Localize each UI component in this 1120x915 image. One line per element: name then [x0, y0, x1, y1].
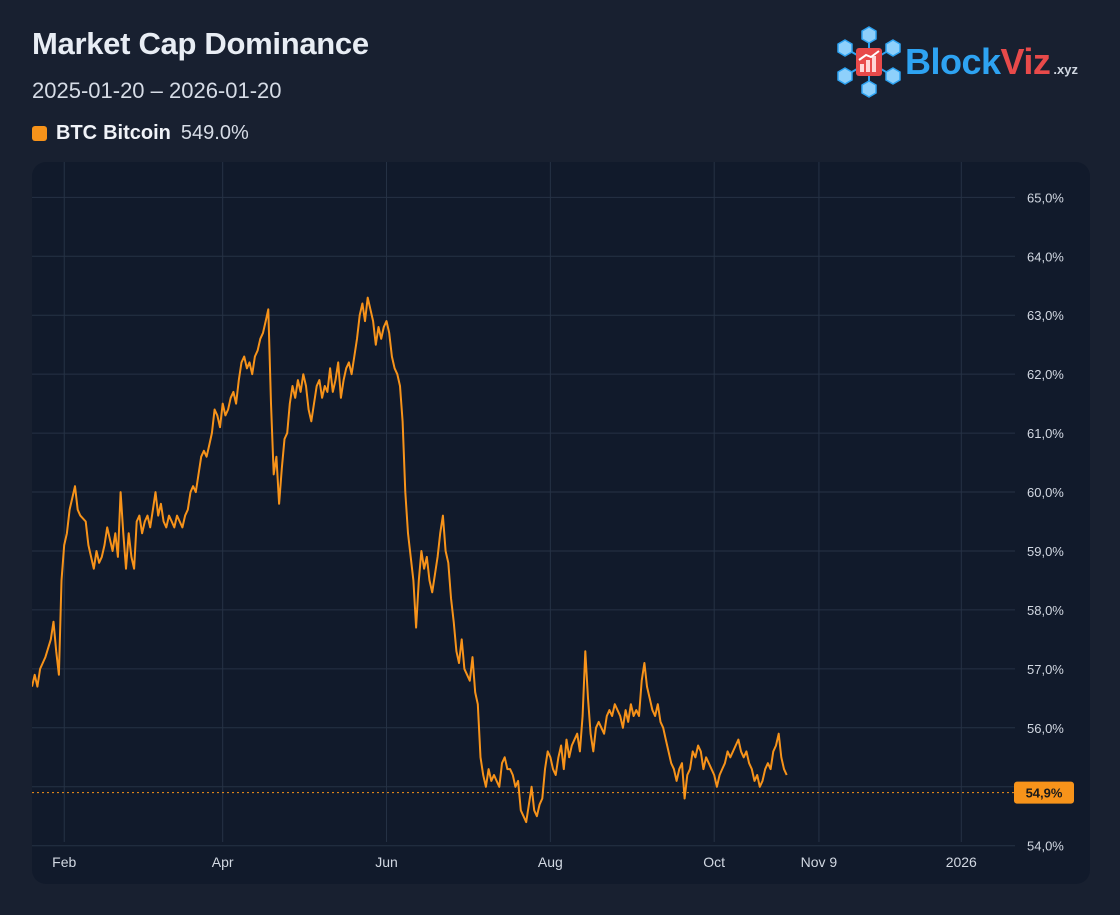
- legend-symbol: BTC: [56, 121, 98, 144]
- logo-text-viz: Viz: [1000, 41, 1051, 82]
- x-tick-label: Oct: [703, 854, 725, 870]
- series-line-btc[interactable]: [32, 296, 788, 824]
- x-tick-label: Aug: [538, 854, 563, 870]
- legend-swatch: [32, 125, 47, 141]
- y-tick-label: 62,0%: [1027, 367, 1064, 382]
- blockviz-logo[interactable]: Block Viz .xyz: [837, 26, 1078, 98]
- y-tick-label: 65,0%: [1027, 190, 1064, 205]
- logo-text-suffix: .xyz: [1053, 62, 1078, 77]
- y-tick-label: 63,0%: [1027, 308, 1064, 323]
- x-tick-label: Apr: [212, 854, 234, 870]
- date-range: 2025-01-20 – 2026-01-20: [32, 78, 282, 103]
- x-tick-label: 2026: [946, 854, 977, 870]
- cube-network-icon: [837, 26, 901, 98]
- legend[interactable]: BTC Bitcoin 549.0%: [32, 120, 249, 146]
- y-tick-label: 59,0%: [1027, 544, 1064, 559]
- y-tick-label: 57,0%: [1027, 662, 1064, 677]
- logo-text-block: Block: [905, 41, 1001, 82]
- y-tick-label: 64,0%: [1027, 249, 1064, 264]
- current-value-badge: [1014, 781, 1074, 804]
- legend-value: 549.0%: [180, 121, 249, 144]
- y-tick-label: 54,0%: [1027, 839, 1064, 854]
- y-tick-label: 61,0%: [1027, 426, 1064, 441]
- x-tick-label: Jun: [375, 854, 398, 870]
- chart-panel[interactable]: 65,0% 64,0% 63,0% 62,0% 61,0% 60,0% 59,0% 58,0%…: [32, 162, 1090, 884]
- y-tick-label: 58,0%: [1027, 603, 1064, 618]
- y-tick-label: 56,0%: [1027, 721, 1064, 736]
- y-tick-label: 60,0%: [1027, 485, 1064, 500]
- x-tick-label: Nov 9: [801, 854, 838, 870]
- chart-title: Market Cap Dominance: [32, 26, 369, 61]
- price-chart[interactable]: 65,0% 64,0% 63,0% 62,0% 61,0% 60,0% 59,0% 58,0%…: [32, 162, 1090, 884]
- x-tick-label: Feb: [52, 854, 76, 870]
- current-value-label: 54,9%: [1026, 786, 1063, 801]
- legend-name: Bitcoin: [103, 121, 171, 144]
